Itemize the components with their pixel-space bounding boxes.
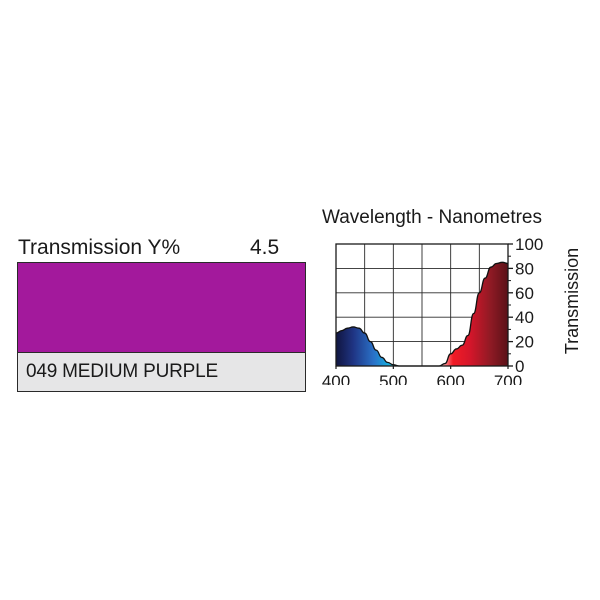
y-axis-label: Transmission [562,248,582,354]
x-tick-label: 400 [322,372,350,385]
y-tick-label: 80 [515,259,534,278]
tick-labels: 0 20 40 60 80 100 400 500 600 700 [322,235,544,385]
x-tick-label: 600 [436,372,464,385]
color-swatch: 049 MEDIUM PURPLE [17,262,306,392]
swatch-color-block [18,263,305,353]
filter-name: 049 MEDIUM PURPLE [26,361,218,382]
y-tick-label: 100 [515,235,543,254]
filter-name-bar: 049 MEDIUM PURPLE [18,353,305,391]
x-tick-label: 500 [379,372,407,385]
y-tick-label: 0 [515,357,524,376]
y-tick-label: 40 [515,308,534,327]
transmission-label: Transmission Y% [18,236,181,259]
chart-title: Wavelength - Nanometres [322,207,542,228]
x-tick-label: 700 [494,372,522,385]
y-tick-label: 20 [515,333,534,352]
y-tick-label: 60 [515,284,534,303]
axes [335,243,513,369]
transmission-value: 4.5 [250,236,280,259]
swatch-panel: Transmission Y% 4.5 049 MEDIUM PURPLE [17,236,306,394]
transmission-chart: 0 20 40 60 80 100 400 500 600 700 Wavelength - Na… [322,207,582,385]
